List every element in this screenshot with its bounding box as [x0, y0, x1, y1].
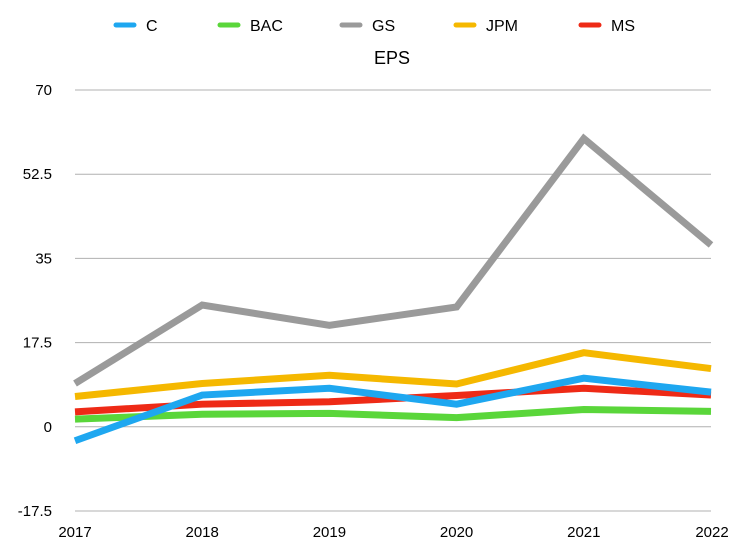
x-axis-ticks: 2017 2018 2019 2020 2021 2022 [58, 524, 728, 541]
series-line-c [73, 374, 712, 445]
legend-label: GS [372, 18, 395, 35]
y-axis-ticks: 70 52.5 35 17.5 0 -17.5 [18, 82, 52, 520]
legend-item-bac: BAC [217, 18, 283, 35]
x-tick-label: 2020 [440, 524, 473, 541]
y-tick-label: -17.5 [18, 503, 52, 520]
legend-label: JPM [486, 18, 518, 35]
gridlines [75, 89, 711, 512]
x-tick-label: 2022 [695, 524, 728, 541]
legend: C BAC GS JPM MS [113, 18, 635, 35]
legend-item-gs: GS [339, 18, 395, 35]
legend-item-ms: MS [578, 18, 635, 35]
x-tick-label: 2017 [58, 524, 91, 541]
legend-label: MS [611, 18, 635, 35]
legend-label: C [146, 18, 158, 35]
x-tick-label: 2018 [186, 524, 219, 541]
series-line-bac [74, 405, 712, 423]
y-tick-label: 52.5 [23, 166, 52, 183]
x-tick-label: 2019 [313, 524, 346, 541]
legend-label: BAC [250, 18, 283, 35]
legend-item-jpm: JPM [453, 18, 518, 35]
series-line-gs [73, 133, 714, 387]
series-line-jpm [74, 349, 712, 400]
legend-item-c: C [113, 18, 158, 35]
y-tick-label: 17.5 [23, 335, 52, 352]
x-tick-label: 2021 [567, 524, 600, 541]
chart-title: EPS [374, 48, 410, 68]
y-tick-label: 0 [44, 419, 52, 436]
series-lines [73, 133, 714, 445]
y-tick-label: 35 [35, 250, 52, 267]
y-tick-label: 70 [35, 82, 52, 99]
